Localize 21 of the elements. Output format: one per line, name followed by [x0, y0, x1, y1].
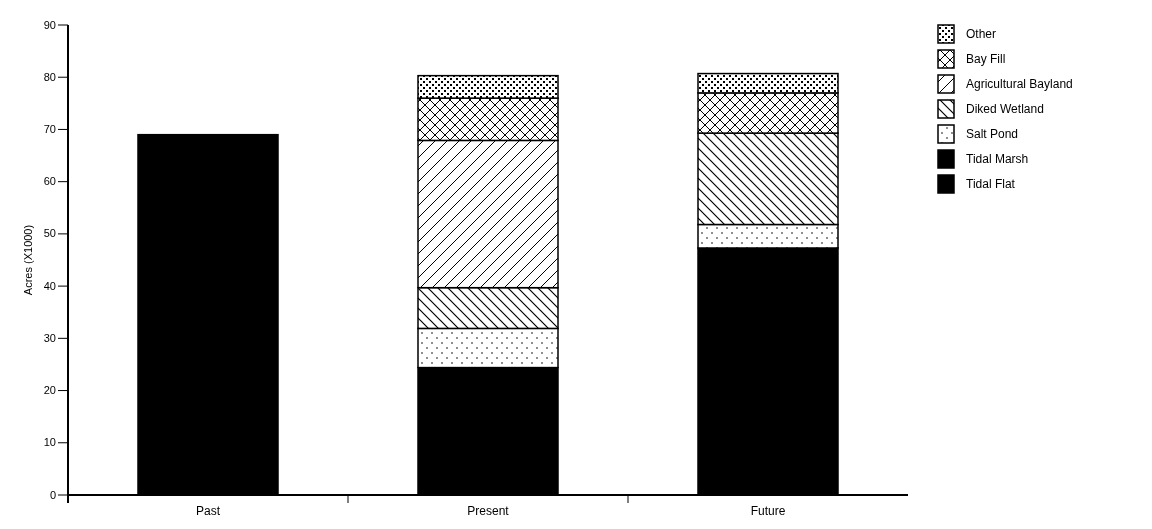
- y-axis-title: Acres (X1000): [22, 224, 34, 296]
- legend-label: Tidal Flat: [966, 176, 1016, 191]
- legend-label: Salt Pond: [966, 126, 1019, 141]
- y-tick-label: 50: [43, 227, 56, 240]
- legend-label: Diked Wetland: [966, 101, 1044, 116]
- x-tick-label: Present: [467, 504, 510, 518]
- y-tick-label: 70: [43, 122, 56, 135]
- legend-label: Other: [966, 26, 997, 41]
- x-tick-label: Future: [750, 504, 786, 518]
- y-tick-label: 90: [43, 18, 56, 31]
- y-tick-label: 40: [43, 279, 56, 292]
- y-tick-label: 10: [43, 436, 56, 449]
- y-tick-label: 80: [43, 70, 56, 83]
- y-tick-label: 30: [43, 331, 56, 344]
- legend-label: Tidal Marsh: [966, 151, 1029, 166]
- y-tick-label: 60: [43, 175, 56, 188]
- y-tick-label: 20: [43, 384, 56, 397]
- legend-label: Agricultural Bayland: [966, 76, 1073, 91]
- legend-label: Bay Fill: [966, 51, 1006, 66]
- x-tick-label: Past: [195, 504, 221, 518]
- y-tick-label: 0: [49, 488, 56, 501]
